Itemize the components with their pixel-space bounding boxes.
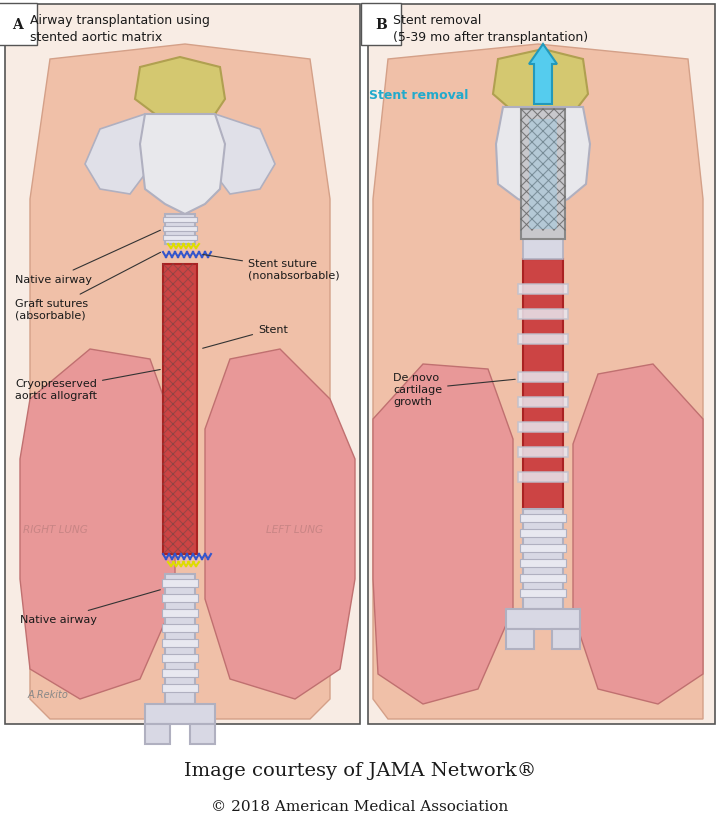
Bar <box>523 240 563 260</box>
Bar <box>523 260 563 509</box>
Polygon shape <box>20 349 175 699</box>
Bar <box>518 422 568 432</box>
Bar <box>5 5 360 724</box>
Bar <box>162 639 198 647</box>
Text: © 2018 American Medical Association: © 2018 American Medical Association <box>212 799 508 813</box>
Bar <box>529 120 557 229</box>
Bar <box>521 110 565 240</box>
Text: De novo
cartilage
growth: De novo cartilage growth <box>393 373 516 406</box>
Text: Native airway: Native airway <box>15 231 161 285</box>
Bar <box>368 5 715 724</box>
Text: RIGHT LUNG: RIGHT LUNG <box>22 524 87 534</box>
Bar <box>518 310 568 320</box>
Bar <box>520 529 566 537</box>
Bar <box>162 624 198 633</box>
Bar <box>518 285 568 295</box>
Bar <box>163 265 197 554</box>
Polygon shape <box>85 115 145 195</box>
Bar <box>518 447 568 457</box>
Polygon shape <box>373 364 513 704</box>
Text: Graft sutures
(absorbable): Graft sutures (absorbable) <box>15 253 161 320</box>
Polygon shape <box>140 115 225 214</box>
Polygon shape <box>135 58 225 120</box>
Bar <box>518 372 568 382</box>
Text: Image courtesy of JAMA Network®: Image courtesy of JAMA Network® <box>184 761 536 779</box>
Bar <box>145 724 170 744</box>
FancyArrow shape <box>529 45 557 105</box>
Bar <box>506 609 580 629</box>
Bar <box>163 236 197 241</box>
Text: Stent suture
(nonabsorbable): Stent suture (nonabsorbable) <box>203 255 340 281</box>
Bar <box>518 472 568 482</box>
Polygon shape <box>215 115 275 195</box>
Bar <box>145 704 215 724</box>
Text: B: B <box>375 18 387 32</box>
Text: Stent: Stent <box>202 325 288 349</box>
Bar <box>520 560 566 567</box>
Text: A.Rekito: A.Rekito <box>28 689 69 699</box>
Text: Stent removal
(5-39 mo after transplantation): Stent removal (5-39 mo after transplanta… <box>393 14 588 44</box>
Bar <box>162 684 198 692</box>
Polygon shape <box>205 349 355 699</box>
Bar <box>165 575 195 704</box>
Text: Stent removal: Stent removal <box>369 89 468 101</box>
Bar <box>162 654 198 662</box>
Text: LEFT LUNG: LEFT LUNG <box>266 524 323 534</box>
Bar <box>520 544 566 552</box>
Bar <box>162 595 198 602</box>
Bar <box>520 575 566 582</box>
Bar <box>162 669 198 677</box>
Polygon shape <box>496 108 590 209</box>
Polygon shape <box>30 45 330 720</box>
Bar <box>523 509 563 609</box>
Bar <box>506 629 534 649</box>
Bar <box>162 580 198 587</box>
Bar <box>163 218 197 223</box>
Bar <box>190 724 215 744</box>
Polygon shape <box>573 364 703 704</box>
Bar <box>163 227 197 232</box>
Bar <box>520 590 566 597</box>
Bar <box>162 609 198 617</box>
Bar <box>552 629 580 649</box>
Text: Native airway: Native airway <box>20 590 161 624</box>
Bar <box>518 397 568 407</box>
Text: Cryopreserved
aortic allograft: Cryopreserved aortic allograft <box>15 370 161 400</box>
Polygon shape <box>493 50 588 115</box>
Polygon shape <box>373 45 703 720</box>
Text: A: A <box>12 18 23 32</box>
Bar <box>520 514 566 522</box>
Bar <box>518 335 568 344</box>
Text: Airway transplantation using
stented aortic matrix: Airway transplantation using stented aor… <box>30 14 210 44</box>
Bar <box>165 214 195 245</box>
